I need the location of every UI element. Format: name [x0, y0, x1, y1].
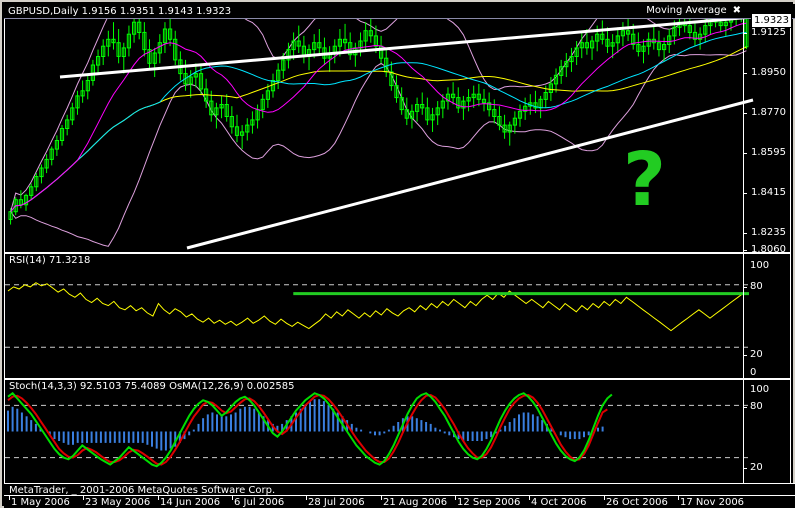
price-axis-label: 1.9125: [751, 27, 786, 38]
price-axis-label: 1.8770: [751, 107, 786, 118]
rsi-axis-tick: [743, 287, 747, 288]
moving-average-series: [10, 22, 747, 213]
stochastic-header: Stoch(14,3,3) 92.5103 75.4089 OsMA(12,26…: [9, 381, 295, 392]
price-axis: 1.9125 1.8950 1.8770 1.8595 1.8415 1.8235 1.80…: [743, 5, 790, 255]
stochastic-osma-panel[interactable]: Stoch(14,3,3) 92.5103 75.4089 OsMA(12,26…: [4, 379, 791, 484]
price-axis-label: 1.8415: [751, 187, 786, 198]
title-underline: [4, 18, 795, 19]
price-axis-tick: [743, 33, 747, 34]
moving-average-legend[interactable]: Moving Average ✖: [646, 5, 741, 17]
rsi-axis-separator: [743, 254, 744, 378]
stoch-axis-label: 20: [750, 462, 763, 473]
close-icon[interactable]: ✖: [732, 5, 741, 16]
stoch-axis-tick: [743, 407, 747, 408]
rsi-axis-label: 0: [750, 367, 757, 378]
rsi-panel[interactable]: RSI(14) 71.3218 100 80 20 0: [4, 253, 791, 379]
rsi-axis-label: 100: [750, 260, 770, 271]
stoch-axis-separator: [743, 380, 744, 483]
date-axis[interactable]: 1 May 2006 23 May 2006 14 Jun 2006 6 Jul 20…: [4, 496, 795, 508]
moving-average-label: Moving Average: [646, 5, 727, 16]
date-axis-label: 6 Jul 2006: [234, 497, 285, 508]
date-axis-label: 26 Oct 2006: [606, 497, 668, 508]
date-axis-tick: [381, 496, 382, 500]
date-axis-label: 4 Oct 2006: [531, 497, 587, 508]
date-axis-divider: [4, 495, 795, 496]
price-axis-tick: [743, 73, 747, 74]
osma-histogram: [7, 399, 604, 451]
date-axis-tick: [455, 496, 456, 500]
date-axis-tick: [232, 496, 233, 500]
date-axis-tick: [9, 496, 10, 500]
date-axis-label: 23 May 2006: [85, 497, 151, 508]
price-axis-tick: [743, 233, 747, 234]
question-mark-annotation: ?: [623, 137, 666, 223]
chart-title-bar: GBPUSD,Daily 1.9156 1.9351 1.9143 1.9323: [4, 4, 795, 19]
price-panel[interactable]: ? 1.9125 1.8950 1.8770 1.8595 1.8415 1.8235 1.…: [4, 4, 794, 255]
status-text: MetaTrader, _ 2001-2006 MetaQuotes Softw…: [9, 485, 276, 496]
date-axis-label: 1 May 2006: [11, 497, 70, 508]
date-axis-tick: [604, 496, 605, 500]
date-axis-label: 17 Nov 2006: [680, 497, 745, 508]
date-axis-tick: [158, 496, 159, 500]
date-axis-tick: [83, 496, 84, 500]
price-axis-label: 1.8595: [751, 147, 786, 158]
date-axis-label: 28 Jul 2006: [308, 497, 365, 508]
stoch-axis-tick: [743, 468, 747, 469]
date-axis-tick: [529, 496, 530, 500]
upper-trendline: [59, 15, 754, 79]
stochastic-d-line: [7, 393, 608, 466]
chart-title: GBPUSD,Daily 1.9156 1.9351 1.9143 1.9323: [8, 6, 232, 17]
price-axis-separator: [743, 5, 744, 252]
rsi-header: RSI(14) 71.3218: [9, 255, 91, 266]
current-price-tag: 1.9323: [751, 13, 792, 28]
date-axis-label: 21 Aug 2006: [383, 497, 448, 508]
date-axis-label: 12 Sep 2006: [457, 497, 521, 508]
status-bar: MetaTrader, _ 2001-2006 MetaQuotes Softw…: [4, 484, 795, 497]
stochastic-k-line: [7, 391, 613, 468]
price-axis-tick: [743, 153, 747, 154]
rsi-axis-tick: [743, 355, 747, 356]
price-axis-tick: [743, 250, 747, 251]
stoch-axis-label: 80: [750, 401, 763, 412]
date-axis-label: 14 Jun 2006: [160, 497, 221, 508]
price-axis-tick: [743, 193, 747, 194]
lower-trendline: [186, 98, 754, 250]
price-axis-label: 1.8235: [751, 227, 786, 238]
stoch-axis: 100 80 20: [743, 380, 790, 483]
status-divider: [4, 483, 795, 484]
rsi-axis: 100 80 20 0: [743, 254, 790, 378]
price-chart-canvas[interactable]: ?: [5, 5, 794, 252]
stochastic-chart-canvas[interactable]: [5, 380, 794, 483]
rsi-chart-canvas[interactable]: [5, 254, 794, 378]
price-axis-label: 1.8060: [751, 244, 786, 255]
price-axis-tick: [743, 113, 747, 114]
candlestick-series: [8, 5, 749, 225]
date-axis-tick: [306, 496, 307, 500]
price-axis-label: 1.8950: [751, 67, 786, 78]
rsi-axis-label: 20: [750, 349, 763, 360]
rsi-axis-label: 80: [750, 281, 763, 292]
stoch-axis-label: 100: [750, 384, 770, 395]
date-axis-tick: [678, 496, 679, 500]
rsi-line: [7, 282, 750, 332]
